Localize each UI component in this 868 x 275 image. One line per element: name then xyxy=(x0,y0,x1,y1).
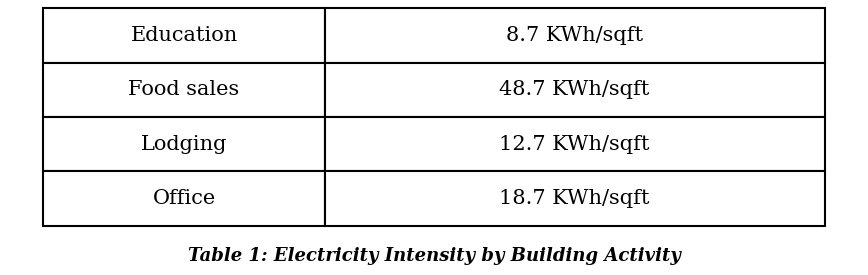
Bar xyxy=(43,117,325,171)
Bar xyxy=(43,63,325,117)
Bar xyxy=(43,171,325,226)
Bar xyxy=(325,171,825,226)
Bar xyxy=(325,8,825,63)
Bar xyxy=(325,117,825,171)
Bar xyxy=(325,63,825,117)
Text: Table 1: Electricity Intensity by Building Activity: Table 1: Electricity Intensity by Buildi… xyxy=(187,247,681,265)
Text: Education: Education xyxy=(130,26,238,45)
Bar xyxy=(43,8,325,63)
Text: 8.7 KWh/sqft: 8.7 KWh/sqft xyxy=(506,26,643,45)
Text: Lodging: Lodging xyxy=(141,134,227,153)
Text: 18.7 KWh/sqft: 18.7 KWh/sqft xyxy=(499,189,650,208)
Text: Food sales: Food sales xyxy=(128,80,240,99)
Text: Office: Office xyxy=(153,189,215,208)
Text: 12.7 KWh/sqft: 12.7 KWh/sqft xyxy=(499,134,650,153)
Text: 48.7 KWh/sqft: 48.7 KWh/sqft xyxy=(499,80,650,99)
